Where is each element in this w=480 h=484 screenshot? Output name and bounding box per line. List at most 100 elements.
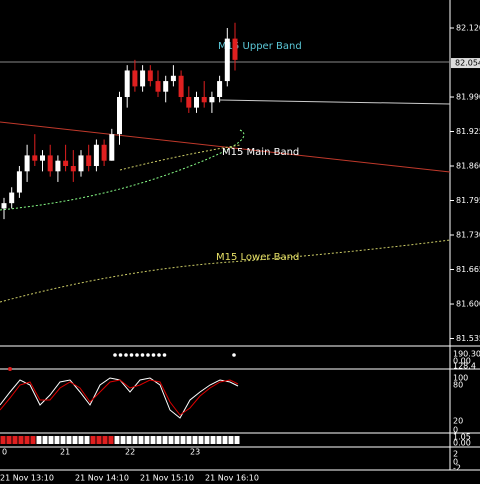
candle-body [194,97,199,108]
candle-body [209,97,215,103]
candle-body [9,192,15,204]
price-label: 81.600 [456,300,480,309]
panel-label: 80 [453,381,463,390]
hour-marker: 22 [125,448,135,457]
signal-cell [84,436,90,444]
signal-cell [72,436,78,444]
ma-line [0,129,245,211]
signal-cell [6,436,12,444]
price-label: 81.535 [456,334,480,343]
candle-body [109,134,115,161]
panel-label: 0 [453,458,458,467]
signal-cell [138,436,144,444]
signal-cell [60,436,66,444]
signal-cell [78,436,84,444]
panel-label: 190.30 [453,350,480,359]
signal-dot [232,353,236,357]
signal-cell [66,436,72,444]
signal-cell [228,436,234,444]
signal-dot [140,353,145,357]
candle-body [155,81,161,92]
signal-cell [30,436,36,444]
time-label: 21 Nov 15:10 [140,474,194,483]
panel-label: 100 [453,374,468,383]
hour-marker: 0 [2,448,7,457]
panel-label: 128.4 [453,362,476,371]
signal-cell [174,436,180,444]
band-line [119,144,241,171]
signal-cell [198,436,204,444]
price-label: 81.730 [456,231,480,240]
candle-body [86,155,92,167]
signal-cell [18,436,24,444]
lower-band-label: M15 Lower Band [216,252,299,263]
signal-cell [156,436,162,444]
panel-label: 0.00 [453,357,471,366]
panel-label: 0.00 [453,439,471,448]
signal-bars [0,436,240,444]
signal-cell [168,436,174,444]
signal-dot [129,353,134,357]
signal-cell [42,436,48,444]
current-price-label: 82.054 [455,59,480,68]
signal-cell [114,436,120,444]
signal-dot [8,367,12,371]
main-band-label: M15 Main Band [222,147,299,158]
panel-label: 2 [453,450,458,459]
panel-label: 0 [453,426,458,435]
signal-cell [96,436,102,444]
candle-body [147,70,153,82]
candle-body [40,155,45,161]
candle-body [232,38,238,60]
candle-body [16,171,22,193]
price-label: 81.795 [456,196,480,205]
signal-cell [102,436,108,444]
candle-body [163,81,169,92]
candle-body [63,160,69,167]
time-label: 21 Nov 13:10 [0,474,54,483]
hour-marker: 21 [60,448,70,457]
candle-body [178,75,184,98]
signal-cell [36,436,42,444]
signal-cell [90,436,96,444]
candle-body [217,81,223,98]
signal-cell [186,436,192,444]
frame [0,0,480,471]
signal-cell [222,436,228,444]
signal-dot [151,353,156,357]
stochastic [0,377,239,419]
signal-dot [135,353,139,357]
signal-cell [48,436,54,444]
signal-cell [216,436,222,444]
panel-label: 1.05 [453,433,471,442]
candle-body [24,155,30,172]
axis-labels: 82.120 81.990 81.925 81.860 81.795 81.730 81.6… [0,24,480,483]
candle-body [186,97,192,108]
price-label: 81.860 [456,162,480,171]
candle-body [93,144,99,167]
signal-dot [118,353,123,357]
candle-body [1,203,7,209]
candle-body [55,160,61,172]
signal-cell [234,436,240,444]
signal-cell [126,436,132,444]
price-label: 82.120 [456,24,480,33]
candle-body [78,155,84,172]
time-label: 21 Nov 14:10 [75,474,129,483]
panel-label: 20 [453,417,463,426]
hour-marker: 23 [190,448,200,457]
signal-cell [204,436,210,444]
signal-dot [113,353,117,357]
candles [1,22,238,220]
current-price-box [451,58,480,69]
price-label: 81.665 [456,265,480,274]
signal-cell [120,436,126,444]
candle-body [32,155,38,161]
signal-cell [132,436,138,444]
signal-dot [146,353,150,357]
signal-cell [144,436,150,444]
candle-body [201,97,207,103]
signal-cell [210,436,216,444]
signal-cell [192,436,198,444]
upper-band-label: M15 Upper Band [218,41,302,52]
